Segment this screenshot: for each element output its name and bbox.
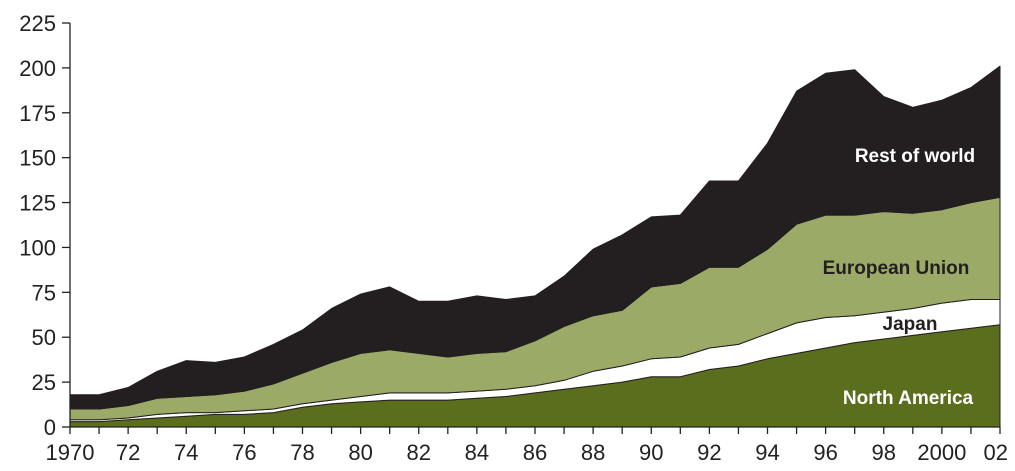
x-tick-label: 98 (872, 440, 896, 465)
y-tick-label: 25 (32, 370, 56, 395)
x-tick-label: 1970 (46, 440, 95, 465)
y-tick-label: 100 (19, 235, 56, 260)
series-label-japan: Japan (883, 314, 938, 335)
x-tick-label: 74 (174, 440, 198, 465)
area-rest-of-world (69, 65, 1001, 410)
x-tick-label: 92 (697, 440, 721, 465)
x-tick-label: 88 (581, 440, 605, 465)
y-tick-label: 225 (19, 11, 56, 36)
series-label-european-union: European Union (823, 258, 970, 279)
area-layers (69, 65, 1001, 428)
x-tick-label: 82 (407, 440, 431, 465)
x-tick-label: 78 (290, 440, 314, 465)
y-tick-label: 0 (44, 415, 56, 440)
y-tick-label: 50 (32, 325, 56, 350)
x-tick-label: 76 (232, 440, 256, 465)
x-tick-label: 90 (639, 440, 663, 465)
x-tick-label: 86 (523, 440, 547, 465)
x-tick-label: 2000 (917, 440, 966, 465)
x-tick-label: 94 (755, 440, 779, 465)
x-tick-label: 02 (984, 440, 1008, 465)
x-tick-label: 80 (348, 440, 372, 465)
y-tick-label: 200 (19, 56, 56, 81)
x-ticks: 1970 72 74 76 78 80 82 84 86 88 90 92 94 96 98 2000 02 (46, 427, 1008, 465)
y-tick-label: 175 (19, 101, 56, 126)
series-label-north-america: North America (843, 388, 974, 409)
y-tick-label: 125 (19, 191, 56, 216)
x-tick-label: 72 (116, 440, 140, 465)
series-label-rest-of-world: Rest of world (855, 146, 975, 167)
y-ticks: 0 25 50 75 100 125 150 175 200 225 (19, 11, 70, 440)
x-tick-label: 96 (813, 440, 837, 465)
y-tick-label: 150 (19, 146, 56, 171)
series-labels: Rest of world European Union Japan North… (823, 146, 976, 409)
y-tick-label: 75 (32, 280, 56, 305)
x-tick-label: 84 (465, 440, 489, 465)
